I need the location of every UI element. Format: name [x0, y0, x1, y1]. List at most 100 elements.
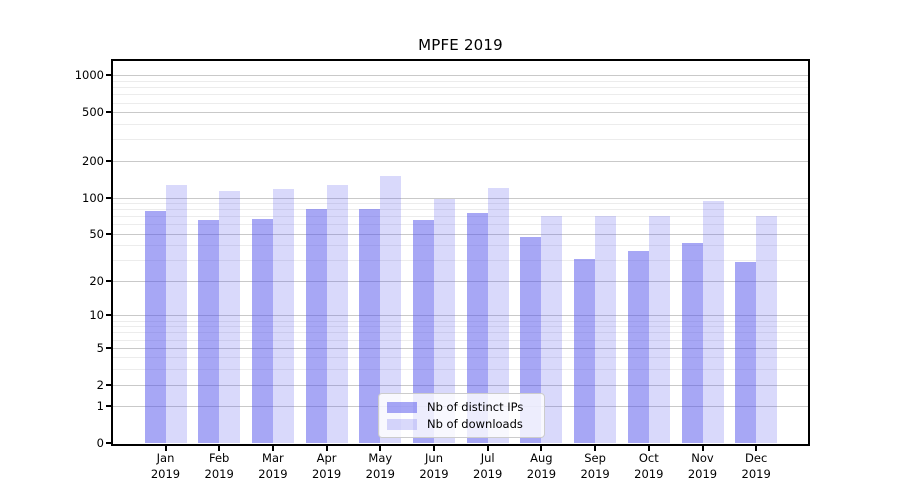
- bar-feb-ips: [198, 220, 220, 443]
- x-tick-label-jul: Jul 2019: [473, 451, 503, 481]
- y-tick-mark: [106, 405, 112, 408]
- bar-apr-ips: [305, 209, 327, 443]
- legend-item-distinct-ips: Nb of distinct IPs: [387, 400, 536, 414]
- y-tick-label: 2: [96, 377, 104, 392]
- x-tick-label-oct: Oct 2019: [634, 451, 664, 481]
- bar-apr-downloads: [326, 184, 348, 443]
- bar-aug-ips: [520, 237, 542, 443]
- bar-jun-downloads: [434, 199, 455, 443]
- y-tick-mark: [106, 196, 112, 199]
- major-gridline: [113, 160, 808, 162]
- y-tick-label: 10: [89, 308, 104, 323]
- minor-gridline: [113, 260, 808, 262]
- bar-oct-downloads: [648, 215, 670, 443]
- minor-gridline: [113, 320, 808, 322]
- bar-dec-downloads: [756, 215, 778, 443]
- legend-label-distinct-ips: Nb of distinct IPs: [427, 400, 524, 414]
- major-gridline: [113, 75, 808, 77]
- x-tick-label-sep: Sep 2019: [580, 451, 610, 481]
- minor-gridline: [113, 81, 808, 82]
- x-tick-label-apr: Apr 2019: [311, 451, 342, 481]
- major-gridline: [113, 384, 808, 386]
- y-tick-mark: [106, 280, 112, 282]
- x-tick-label-jan: Jan 2019: [150, 451, 181, 481]
- x-tick-label-may: May 2019: [365, 451, 395, 481]
- minor-gridline: [113, 224, 808, 226]
- x-tick-mark: [701, 446, 704, 451]
- bar-sep-ips: [574, 258, 596, 443]
- y-tick-label: 20: [89, 274, 104, 288]
- bar-mar-ips: [251, 218, 273, 443]
- bar-jan-ips: [144, 210, 166, 443]
- y-tick-mark: [106, 346, 112, 349]
- x-tick-mark: [594, 446, 597, 451]
- major-gridline: [113, 281, 808, 282]
- y-tick-mark: [106, 159, 112, 162]
- x-tick-label-mar: Mar 2019: [258, 451, 288, 481]
- x-tick-label-nov: Nov 2019: [687, 451, 718, 481]
- x-tick-mark: [486, 446, 489, 451]
- major-gridline: [113, 112, 808, 114]
- major-gridline: [113, 347, 808, 349]
- x-tick-mark: [433, 446, 435, 451]
- y-tick-label: 200: [82, 153, 104, 168]
- minor-gridline: [113, 94, 808, 96]
- y-tick-mark: [106, 74, 112, 77]
- plot-inner: [113, 61, 808, 444]
- bar-oct-ips: [627, 250, 649, 443]
- bar-nov-downloads: [702, 201, 724, 443]
- chart-title: MPFE 2019: [418, 36, 503, 54]
- plot-area: [111, 59, 810, 446]
- legend-swatch-downloads: [387, 418, 417, 430]
- x-tick-mark: [540, 446, 543, 451]
- major-gridline: [113, 315, 808, 317]
- bar-nov-ips: [681, 242, 703, 443]
- minor-gridline: [113, 332, 808, 334]
- minor-gridline: [113, 87, 808, 89]
- bar-may-downloads: [380, 175, 402, 443]
- legend-item-downloads: Nb of downloads: [387, 417, 536, 431]
- x-tick-label-dec: Dec 2019: [741, 451, 771, 481]
- x-tick-label-jun: Jun 2019: [419, 451, 449, 481]
- x-tick-mark: [218, 446, 221, 451]
- minor-gridline: [113, 326, 808, 328]
- y-tick-label: 0: [96, 436, 104, 450]
- x-tick-label-aug: Aug 2019: [526, 451, 557, 481]
- bar-feb-downloads: [219, 191, 241, 443]
- minor-gridline: [113, 216, 808, 218]
- y-tick-label: 100: [82, 190, 104, 205]
- minor-gridline: [113, 102, 808, 104]
- x-tick-mark: [755, 446, 758, 451]
- minor-gridline: [113, 139, 808, 141]
- y-tick-mark: [106, 442, 112, 444]
- x-tick-mark: [271, 446, 274, 451]
- bar-may-ips: [359, 208, 381, 443]
- legend-swatch-distinct-ips: [387, 401, 417, 413]
- minor-gridline: [113, 203, 808, 204]
- bar-jun-ips: [413, 220, 434, 443]
- bar-jul-downloads: [487, 187, 509, 443]
- x-tick-mark: [325, 446, 328, 451]
- minor-gridline: [113, 369, 808, 371]
- major-gridline: [113, 197, 808, 199]
- x-tick-mark: [379, 446, 382, 451]
- bar-mar-downloads: [272, 189, 294, 443]
- legend: Nb of distinct IPs Nb of downloads: [378, 393, 545, 438]
- y-tick-label: 5: [96, 340, 104, 355]
- y-tick-mark: [106, 383, 112, 386]
- minor-gridline: [113, 209, 808, 211]
- x-tick-mark: [647, 446, 650, 451]
- legend-label-downloads: Nb of downloads: [427, 417, 523, 431]
- y-tick-label: 1000: [74, 68, 104, 83]
- bar-jan-downloads: [165, 185, 187, 443]
- minor-gridline: [113, 357, 808, 359]
- bar-sep-downloads: [595, 215, 617, 443]
- minor-gridline: [113, 245, 808, 247]
- bar-jul-ips: [466, 212, 488, 443]
- y-tick-label: 1: [96, 399, 104, 414]
- y-tick-mark: [106, 111, 112, 114]
- y-tick-label: 50: [89, 226, 104, 241]
- major-gridline: [113, 233, 808, 235]
- x-tick-mark: [164, 446, 167, 451]
